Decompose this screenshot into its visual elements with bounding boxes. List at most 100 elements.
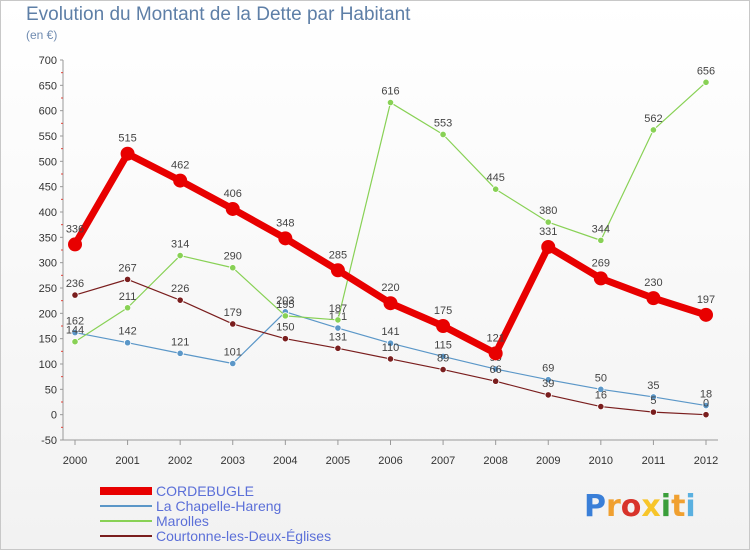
data-point [544,376,552,384]
x-tick-label: 2006 [378,455,402,467]
data-point [71,291,79,299]
data-point [278,231,293,246]
data-point [123,339,132,347]
logo-letter: r [606,489,621,524]
x-tick-label: 2003 [221,455,245,467]
data-label: 290 [224,251,242,263]
x-tick-label: 2002 [168,455,192,467]
logo-letter: x [641,489,660,524]
y-tick-label: 200 [39,308,57,320]
y-tick-label: 0 [51,410,57,422]
data-point [439,352,447,360]
data-label: 314 [171,239,189,251]
data-point [646,291,661,306]
data-label: 226 [171,283,189,295]
data-point [68,237,82,252]
data-point [544,218,552,226]
y-tick-label: 150 [39,334,57,346]
data-label: 142 [118,326,136,338]
data-point [649,126,658,134]
data-point [334,344,342,352]
data-point [541,239,556,254]
data-point [436,319,451,333]
data-label: 267 [118,262,136,274]
data-point [544,391,552,399]
logo-letter: i [661,489,671,524]
data-label: 348 [276,217,294,229]
x-tick-label: 2007 [431,455,455,467]
data-point [439,365,447,374]
data-point [649,408,658,416]
data-label: 285 [329,249,347,261]
data-label: 131 [329,331,347,343]
data-label: 406 [224,188,242,200]
data-label: 656 [697,65,715,77]
y-tick-label: 700 [39,55,57,67]
y-tick-label: 250 [39,283,57,295]
data-point [597,402,605,411]
data-point [281,335,289,343]
y-tick-label: 500 [39,156,57,168]
y-tick-label: 600 [39,106,57,118]
data-point [71,328,79,337]
y-tick-label: 50 [45,384,57,396]
x-tick-label: 2012 [694,455,718,467]
legend-label: CORDEBUGLE [156,483,254,499]
data-point [649,393,658,401]
data-label: 175 [434,305,452,317]
legend-label: Courtonne-les-Deux-Églises [156,528,331,544]
data-point [123,304,132,312]
data-point [330,263,345,278]
chart-title: Evolution du Montant de la Dette par Hab… [26,4,411,25]
data-point [334,316,342,324]
data-label: 150 [276,322,294,334]
legend-label: La Chapelle-Hareng [156,498,281,514]
data-label: 562 [644,113,662,125]
data-point [176,349,184,357]
x-tick-label: 2011 [642,455,666,467]
x-tick-label: 2004 [273,455,297,467]
series-line-0 [71,150,708,357]
data-point [702,411,710,419]
data-point [229,320,237,328]
y-tick-label: 650 [39,80,57,92]
data-label: 616 [381,86,399,98]
data-point [492,185,500,193]
data-label: 380 [539,205,557,217]
data-point [597,385,605,393]
data-point [383,296,398,311]
data-label: 187 [329,303,347,315]
logo-letter: P [584,489,606,524]
data-label: 195 [276,299,294,311]
y-tick-label: 100 [39,359,57,371]
data-label: 69 [542,363,554,375]
data-point [120,146,135,161]
data-label: 515 [118,133,136,145]
y-tick-label: -50 [41,435,57,447]
data-label: 18 [700,389,712,401]
data-label: 331 [539,226,557,238]
x-tick-label: 2000 [63,455,87,467]
data-point [492,377,500,385]
logo-letter: t [671,489,685,524]
data-label: 50 [595,372,607,384]
x-tick-label: 2005 [326,455,350,467]
logo-letter: o [621,489,642,524]
data-label: 5 [650,395,656,407]
data-point [386,98,395,107]
data-point [229,359,237,368]
data-label: 35 [647,380,659,392]
data-label: 230 [644,277,662,289]
data-point [123,275,132,283]
y-tick-label: 450 [39,182,57,194]
data-point [334,324,342,332]
data-label: 121 [171,336,189,348]
data-label: 39 [542,378,554,390]
y-unit-label: (en €) [26,28,58,42]
proxiti-logo: Proxiti [584,489,696,524]
data-label: 220 [381,282,399,294]
data-label: 141 [381,326,399,338]
data-point [386,339,395,347]
data-point [439,130,447,139]
data-label: 203 [276,295,294,307]
